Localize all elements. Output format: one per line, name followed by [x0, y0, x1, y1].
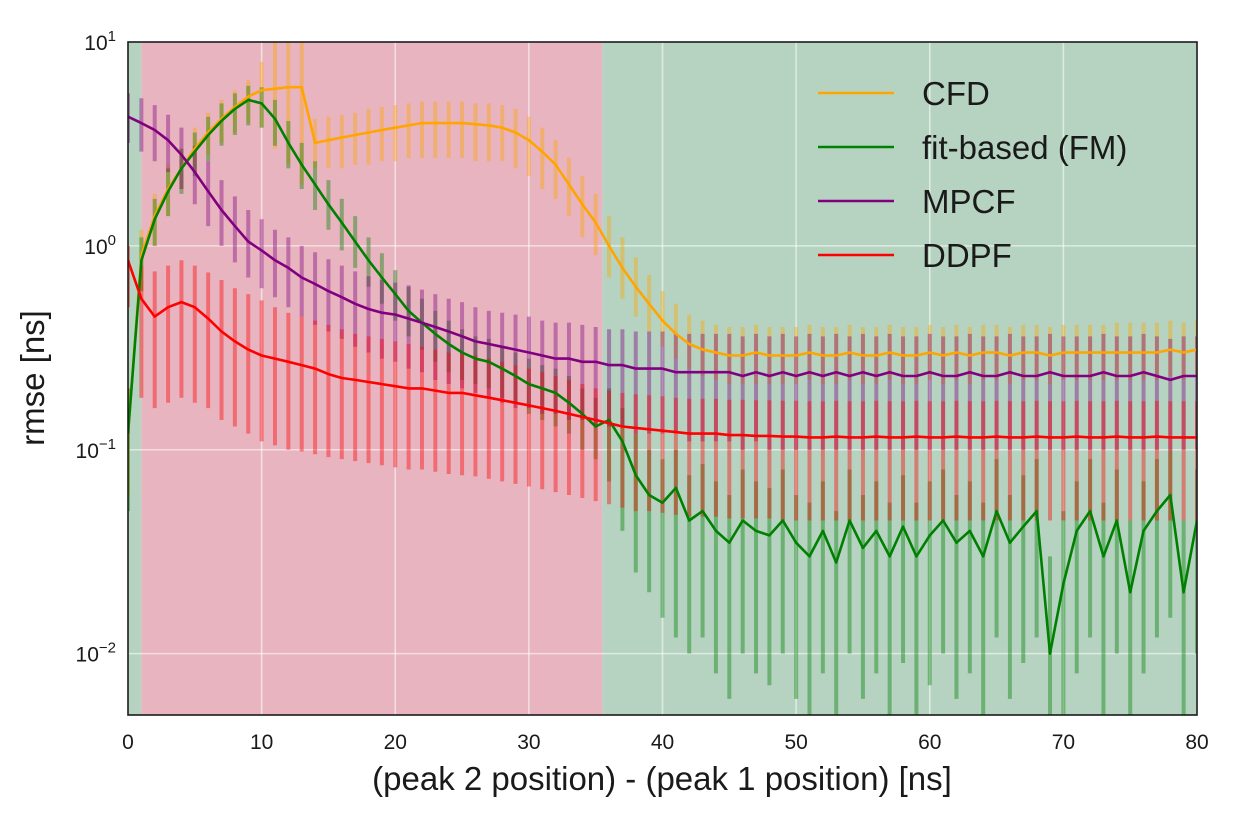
- x-tick-labels: 0 10 20 30 40 50 60 70 80: [122, 731, 1209, 754]
- error-bars: [128, 42, 1197, 715]
- y-tick-label: 10−1: [76, 436, 116, 463]
- y-tick-labels: 10−2 10−1 100 101: [76, 28, 116, 667]
- legend: CFD fit-based (FM) MPCF DDPF: [818, 75, 1127, 274]
- series-lines: [128, 85, 1197, 655]
- series-line-ddpf: [128, 259, 1197, 439]
- x-tick-label: 0: [122, 731, 134, 754]
- x-tick-label: 70: [1052, 731, 1075, 754]
- series-line-fit-based-fm: [128, 98, 1197, 655]
- x-tick-label: 60: [918, 731, 941, 754]
- legend-label: CFD: [922, 75, 990, 112]
- series-line-cfd: [128, 85, 1197, 434]
- x-tick-label: 10: [250, 731, 273, 754]
- x-tick-label: 80: [1185, 731, 1208, 754]
- x-axis-label: (peak 2 position) - (peak 1 position) [n…: [372, 760, 952, 797]
- x-tick-label: 20: [384, 731, 407, 754]
- legend-label: fit-based (FM): [922, 129, 1127, 166]
- background-regions: [128, 42, 1197, 715]
- x-tick-label: 40: [651, 731, 674, 754]
- x-tick-label: 50: [784, 731, 807, 754]
- series-line-mpcf: [128, 115, 1197, 382]
- x-tick-label: 30: [517, 731, 540, 754]
- initial-region: [128, 42, 142, 715]
- y-tick-label: 10−2: [76, 640, 116, 667]
- y-tick-label: 101: [84, 28, 116, 55]
- legend-label: DDPF: [922, 237, 1012, 274]
- legend-label: MPCF: [922, 183, 1016, 220]
- y-tick-label: 100: [84, 232, 116, 259]
- pile-up-region: [141, 42, 603, 715]
- y-axis-label: rmse [ns]: [14, 310, 51, 446]
- separated-region: [602, 42, 1197, 715]
- plot-frame: [127, 41, 1198, 716]
